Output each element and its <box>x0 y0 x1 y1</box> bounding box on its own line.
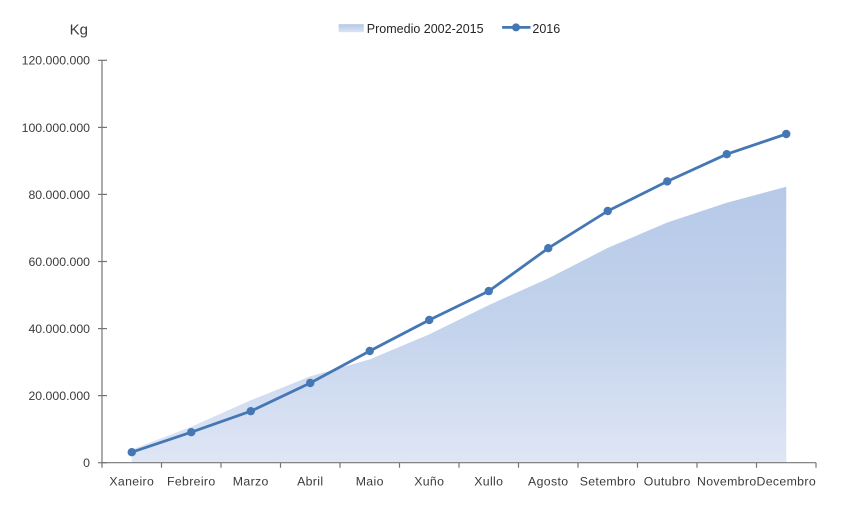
svg-text:20.000.000: 20.000.000 <box>28 389 90 403</box>
svg-text:Xullo: Xullo <box>474 475 503 489</box>
svg-text:Outubro: Outubro <box>644 475 691 489</box>
svg-text:Xaneiro: Xaneiro <box>109 475 154 489</box>
svg-text:Agosto: Agosto <box>528 475 568 489</box>
svg-text:Xuño: Xuño <box>414 475 444 489</box>
svg-text:60.000.000: 60.000.000 <box>28 255 90 269</box>
svg-text:100.000.000: 100.000.000 <box>22 121 91 135</box>
svg-text:Marzo: Marzo <box>233 475 269 489</box>
svg-text:Maio: Maio <box>356 475 384 489</box>
svg-text:40.000.000: 40.000.000 <box>28 322 90 336</box>
svg-text:Setembro: Setembro <box>580 475 636 489</box>
svg-text:Abril: Abril <box>297 475 323 489</box>
svg-text:120.000.000: 120.000.000 <box>22 54 91 68</box>
svg-text:2016: 2016 <box>532 22 560 36</box>
svg-text:Febreiro: Febreiro <box>167 475 216 489</box>
svg-text:0: 0 <box>83 456 90 470</box>
svg-text:Kg: Kg <box>70 22 88 39</box>
svg-text:Decembro: Decembro <box>756 475 816 489</box>
svg-text:Novembro: Novembro <box>697 475 757 489</box>
svg-text:Promedio 2002-2015: Promedio 2002-2015 <box>367 22 484 36</box>
svg-text:80.000.000: 80.000.000 <box>28 188 90 202</box>
